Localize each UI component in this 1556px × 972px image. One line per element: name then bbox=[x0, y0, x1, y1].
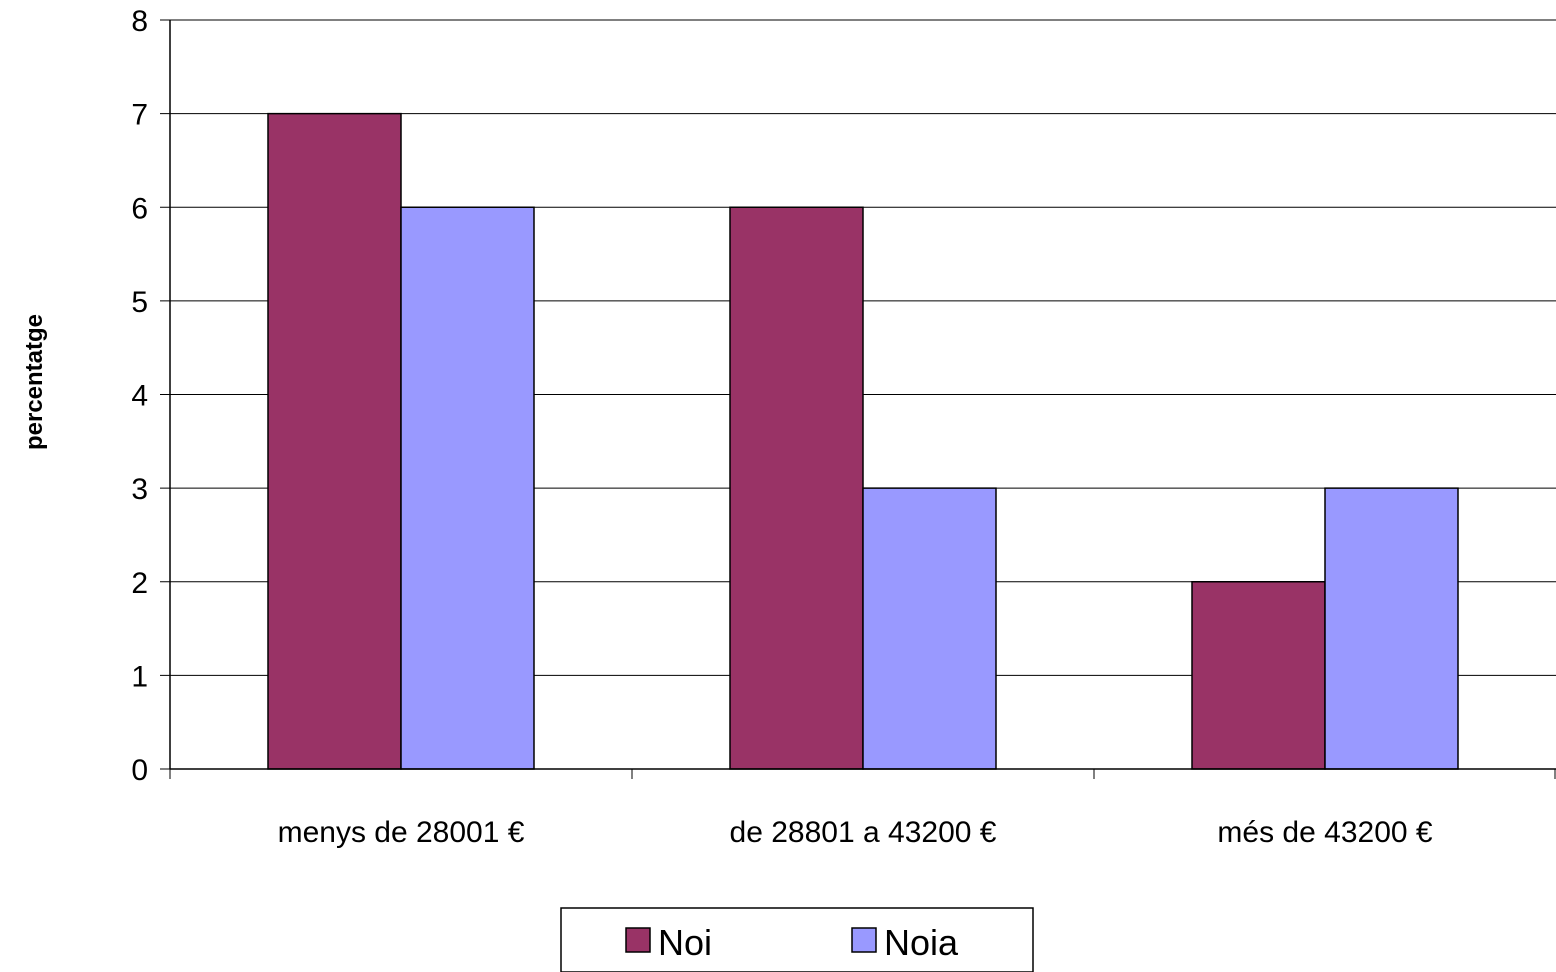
y-tick-label: 2 bbox=[131, 567, 148, 600]
x-tick-label: menys de 28001 € bbox=[278, 816, 525, 849]
bar-noia bbox=[862, 487, 997, 770]
y-tick-label: 3 bbox=[131, 473, 148, 506]
axes bbox=[160, 19, 1556, 779]
legend-label-noi: Noi bbox=[658, 922, 712, 963]
y-tick-label: 0 bbox=[131, 754, 148, 787]
y-tick-label: 8 bbox=[131, 5, 148, 38]
bar-noia bbox=[1324, 487, 1459, 770]
y-tick-label: 5 bbox=[131, 286, 148, 319]
bar-noia bbox=[400, 206, 535, 770]
y-tick-label: 6 bbox=[131, 192, 148, 225]
y-tick-label: 1 bbox=[131, 660, 148, 693]
legend-swatch-noia bbox=[851, 927, 877, 953]
y-tick-label: 4 bbox=[131, 380, 148, 413]
bar-noi bbox=[267, 112, 402, 770]
x-tick-labels: menys de 28001 € de 28801 a 43200 € més de… bbox=[278, 816, 1433, 849]
x-tick-label: més de 43200 € bbox=[1217, 816, 1432, 849]
bars bbox=[267, 112, 1459, 770]
bar-noi bbox=[1191, 581, 1326, 770]
legend: Noi Noia bbox=[560, 907, 1034, 972]
x-tick-label: de 28801 a 43200 € bbox=[730, 816, 997, 849]
y-tick-label: 7 bbox=[131, 99, 148, 132]
y-tick-labels: 0 1 2 3 4 5 6 7 8 bbox=[131, 5, 148, 787]
y-axis-title: percentatge bbox=[21, 314, 48, 450]
legend-swatch-noi bbox=[625, 927, 651, 953]
legend-label-noia: Noia bbox=[884, 922, 959, 963]
bar-noi bbox=[729, 206, 864, 770]
